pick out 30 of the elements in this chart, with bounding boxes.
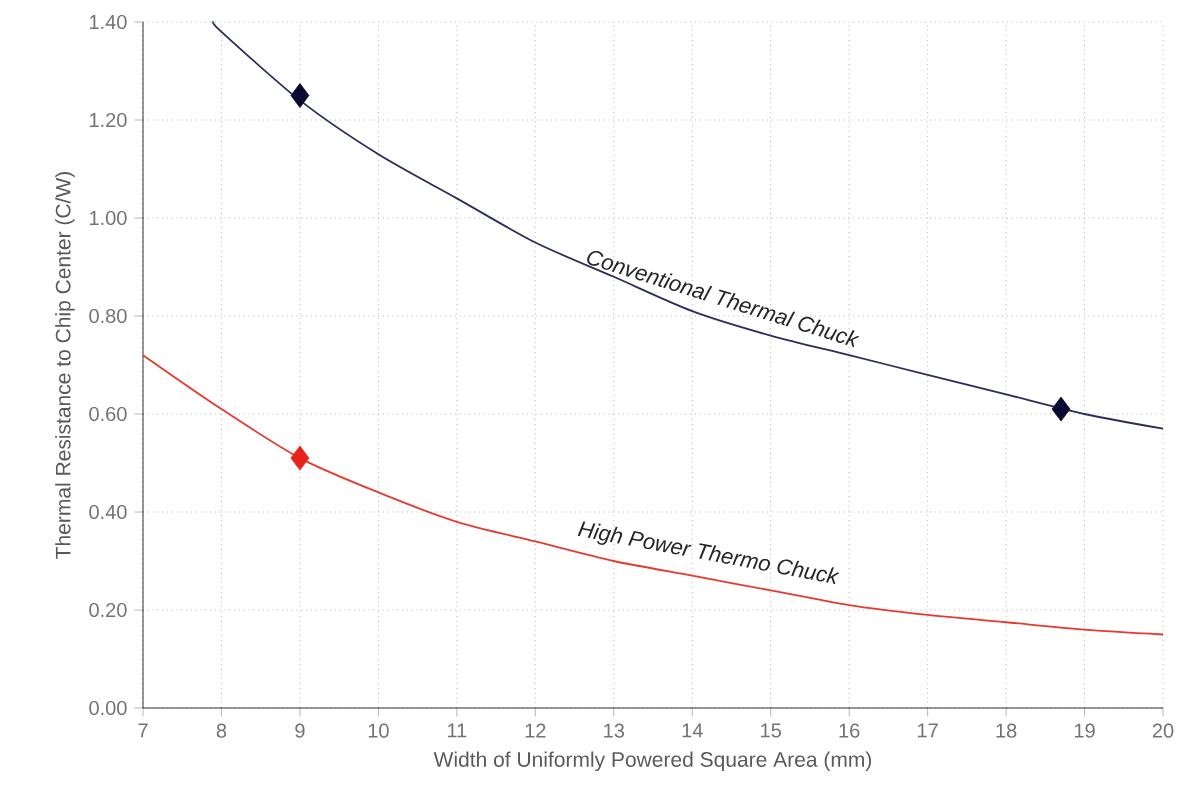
- point: [290, 83, 310, 108]
- text: High Power Thermo Chuck: [577, 521, 840, 585]
- x-tick-label: 8: [216, 723, 227, 738]
- x-tick-label: 16: [839, 723, 860, 738]
- x-axis-title: Width of Uniformly Powered Square Area (mm): [433, 751, 872, 772]
- x-tick-label: 9: [295, 723, 305, 738]
- x-tick-label: 18: [996, 723, 1017, 738]
- x-tick-label: 11: [448, 723, 467, 738]
- y-tick-label: 1.20: [90, 112, 127, 128]
- x-tick-label: 7: [138, 723, 148, 738]
- x-tick-label: 14: [682, 723, 703, 738]
- line-series: [142, 354, 1164, 636]
- x-tick-label: 20: [1152, 723, 1174, 738]
- y-tick-label: 0.00: [89, 700, 127, 716]
- x-tick-label: 19: [1074, 723, 1095, 738]
- x-tick-label: 13: [604, 723, 625, 738]
- y-tick-label: 1.00: [90, 210, 127, 226]
- y-tick-label: 0.80: [89, 308, 127, 324]
- line-series: [212, 21, 1164, 430]
- x-tick-label: 17: [918, 723, 938, 738]
- y-tick-label: 0.60: [89, 406, 127, 422]
- point: [1051, 396, 1071, 422]
- y-tick-label: 0.40: [89, 504, 127, 520]
- x-tick-label: 12: [525, 723, 546, 738]
- y-tick-label: 1.40: [90, 14, 127, 30]
- x-tick-label: 15: [761, 723, 781, 738]
- y-tick-label: 0.20: [89, 602, 127, 618]
- point: [290, 445, 310, 471]
- y-axis-title: Thermal Resistance to Chip Center (C/W): [55, 172, 75, 559]
- x-tick-label: 10: [368, 723, 389, 738]
